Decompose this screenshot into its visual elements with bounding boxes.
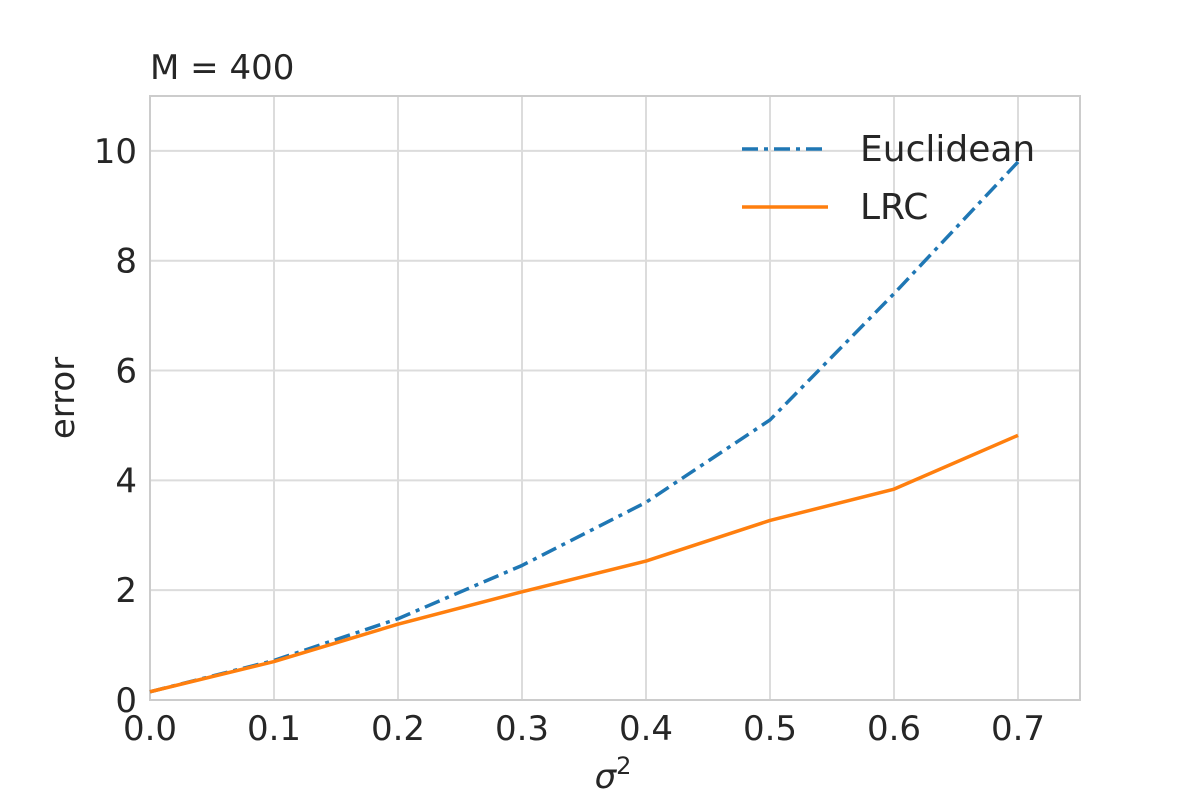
x-tick-label: 0.2	[371, 709, 425, 749]
x-axis-label-base: σ	[595, 757, 618, 797]
legend-label-euclidean: Euclidean	[860, 129, 1035, 170]
series-line-lrc	[149, 433, 1019, 694]
x-tick-label: 0.6	[867, 709, 921, 749]
y-tick-label: 10	[94, 132, 137, 172]
legend: Euclidean LRC	[742, 129, 1035, 228]
y-axis-label: error	[43, 357, 83, 439]
y-tick-label: 2	[115, 571, 137, 611]
legend-label-lrc: LRC	[860, 187, 928, 228]
x-tick-label: 0.4	[619, 709, 673, 749]
x-tick-label: 0.0	[123, 709, 177, 749]
plot-frame	[149, 95, 1081, 701]
x-tick-labels: 0.0 0.1 0.2 0.3 0.4 0.5 0.6 0.7	[123, 709, 1045, 749]
y-tick-label: 8	[115, 242, 137, 282]
x-tick-label: 0.5	[743, 709, 797, 749]
y-tick-label: 6	[115, 352, 137, 392]
series-line-euclidean	[149, 160, 1020, 694]
x-tick-label: 0.1	[247, 709, 301, 749]
series-layer	[149, 160, 1020, 694]
chart-title: M = 400	[150, 48, 294, 88]
x-axis-label: σ2	[595, 752, 632, 797]
x-tick-label: 0.3	[495, 709, 549, 749]
y-tick-label: 4	[115, 461, 137, 501]
y-tick-labels: 0 2 4 6 8 10	[94, 132, 137, 721]
x-tick-label: 0.7	[991, 709, 1045, 749]
grid-lines	[149, 96, 1080, 701]
y-tick-label: 0	[115, 681, 137, 721]
x-axis-label-superscript: 2	[616, 752, 631, 780]
